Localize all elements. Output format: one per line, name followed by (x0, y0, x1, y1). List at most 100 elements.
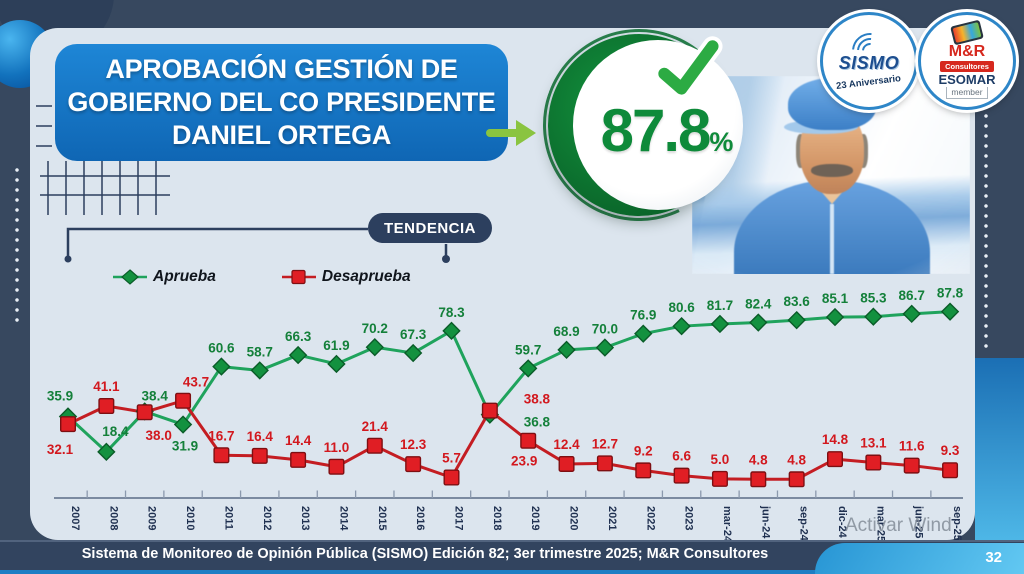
approve-value-label: 35.9 (47, 388, 73, 403)
disapprove-point (865, 454, 882, 471)
x-axis-label: 2012 (261, 506, 273, 530)
x-axis-label: 2015 (376, 506, 388, 530)
approve-point (557, 340, 576, 360)
disapprove-value-label: 43.7 (183, 375, 209, 390)
x-axis-label: 2013 (299, 506, 311, 530)
disapprove-value-label: 11.0 (324, 440, 350, 455)
x-axis-label: mar-24 (721, 506, 733, 543)
approve-value-label: 67.3 (400, 327, 427, 342)
approve-value-label: 31.9 (172, 439, 198, 454)
disapprove-point (673, 467, 690, 484)
windows-activation-watermark: Activar Wind (845, 515, 952, 536)
page-corner-swoosh: 32 (815, 543, 1024, 574)
approve-point (250, 361, 269, 380)
disapprove-point (251, 447, 268, 464)
x-axis-label: mar-25 (874, 506, 886, 542)
approve-value-label: 70.0 (592, 322, 618, 337)
disapprove-point (213, 447, 230, 464)
approve-point (749, 313, 768, 332)
approve-point (902, 304, 921, 324)
approve-value-label: 83.6 (784, 294, 811, 309)
approval-badge: 87.8% (515, 1, 763, 249)
approval-number: 87.8 (600, 97, 712, 164)
approve-point (787, 310, 806, 330)
arrow-right-icon (486, 120, 536, 146)
disapprove-value-label: 14.8 (822, 432, 849, 447)
disapprove-point (290, 451, 307, 468)
mr-consultores-logo: M&R Consultores ESOMAR member (918, 12, 1016, 110)
approve-point (173, 415, 193, 434)
disapprove-point (827, 451, 844, 468)
disapprove-point (558, 455, 575, 472)
page-title: APROBACIÓN GESTIÓN DE GOBIERNO DEL CO PR… (55, 44, 508, 161)
approve-point (519, 359, 538, 378)
x-axis-label: 2018 (491, 506, 503, 530)
disapprove-value-label: 5.0 (711, 452, 730, 467)
signal-waves-icon (844, 25, 896, 76)
approve-point (97, 442, 116, 462)
mr-logo-esomar: ESOMAR (938, 71, 996, 87)
footer-source: Sistema de Monitoreo de Opinión Pública … (81, 546, 769, 562)
disapprove-value-label: 4.8 (787, 452, 806, 467)
x-axis-label: sep-25 (951, 506, 963, 541)
disapprove-point (942, 462, 959, 479)
approve-point (327, 354, 346, 374)
approve-value-label: 76.9 (630, 308, 656, 323)
disapprove-value-label: 23.9 (511, 454, 537, 469)
x-axis-label: jun-25 (913, 505, 925, 538)
disapprove-point (750, 471, 767, 488)
x-axis-label: 2011 (222, 506, 234, 530)
disapprove-value-label: 16.7 (208, 428, 234, 443)
sismo-logo-name: SISMO (838, 52, 900, 73)
approve-value-label: 70.2 (362, 321, 388, 336)
legend-label-desaprueba: Desaprueba (321, 268, 411, 285)
x-axis-label: 2023 (683, 506, 695, 530)
approval-value: 87.8% (582, 96, 752, 165)
x-axis-label: 2009 (146, 506, 158, 530)
sismo-logo: SISMO 23 Aniversario (820, 12, 918, 110)
approve-point (288, 345, 308, 365)
right-edge-swoosh (975, 358, 1024, 574)
disapprove-line (67, 399, 951, 481)
approve-point (365, 338, 384, 357)
disapprove-value-label: 12.3 (400, 437, 427, 452)
approve-value-label: 86.7 (899, 288, 925, 303)
disapprove-point (481, 402, 498, 419)
approve-point (672, 316, 691, 336)
x-axis-label: 2022 (644, 506, 656, 530)
device-icon (950, 19, 984, 46)
checkmark-icon (654, 36, 723, 99)
legend-item-aprueba: Aprueba (113, 268, 216, 286)
disapprove-value-label: 4.8 (749, 452, 768, 467)
bottom-edge-strip (0, 568, 1024, 574)
disapprove-point (520, 432, 537, 449)
approve-value-label: 36.8 (524, 415, 551, 430)
legend-label-aprueba: Aprueba (153, 268, 216, 285)
approve-value-label: 85.1 (822, 291, 849, 306)
disapprove-point (903, 457, 920, 474)
disapprove-point (788, 471, 805, 488)
disapprove-value-label: 38.8 (524, 392, 551, 407)
approve-value-label: 18.4 (102, 424, 129, 439)
zipper (830, 204, 834, 274)
approve-value-label: 58.7 (247, 344, 273, 359)
approve-point (212, 357, 231, 376)
disapprove-value-label: 12.4 (553, 437, 580, 452)
x-axis-label: sep-24 (798, 506, 810, 542)
disapprove-point (136, 404, 153, 421)
disapprove-point (405, 456, 422, 473)
approve-value-label: 80.6 (668, 300, 695, 315)
approve-point (403, 343, 423, 363)
tendencia-label: TENDENCIA (368, 213, 492, 243)
disapprove-value-label: 16.4 (247, 429, 274, 444)
title-line-3: DANIEL ORTEGA (171, 119, 392, 150)
disapprove-point (596, 455, 613, 472)
approve-value-label: 85.3 (860, 291, 887, 306)
approve-value-label: 38.4 (142, 388, 169, 403)
mr-logo-member: member (946, 87, 988, 100)
x-axis-label: 2007 (69, 506, 81, 530)
title-line-2: GOBIERNO DEL CO PRESIDENTE (67, 87, 496, 118)
disapprove-point (711, 470, 728, 487)
